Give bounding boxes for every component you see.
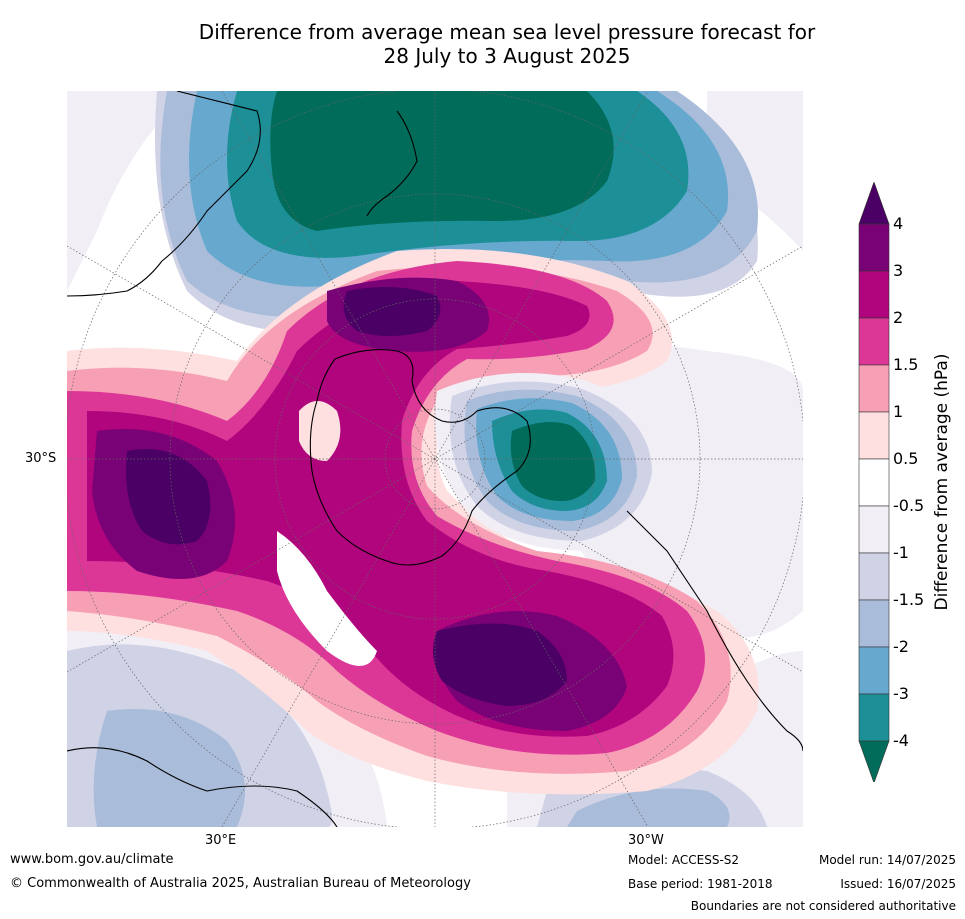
colorbar-segment [858,223,890,272]
colorbar-tick-label: -0.5 [893,496,925,515]
colorbar-tick-label: 1.5 [893,355,919,374]
colorbar-tick-label: -3 [893,684,909,703]
new-zealand-coast [366,110,418,217]
website-link[interactable]: www.bom.gov.au/climate [10,852,174,867]
africa-coast [67,747,338,827]
copyright-text: © Commonwealth of Australia 2025, Austra… [10,876,471,891]
colorbar-tick-label: -2 [893,637,909,656]
north-low-anomaly [160,91,759,317]
base-period-text: Base period: 1981-2018 [628,877,773,891]
central-light-pocket [299,401,341,461]
colorbar-tick-label: -1.5 [893,590,925,609]
australia-coast [67,91,261,297]
colorbar-segment [858,693,890,742]
colorbar-extend-bottom [858,740,890,782]
title-line-1: Difference from average mean sea level p… [198,20,816,44]
chart-title: Difference from average mean sea level p… [0,20,965,68]
colorbar-tick-label: 3 [893,261,904,280]
colorbar-segment [858,458,890,507]
colorbar-extend-top [858,182,890,225]
pressure-anomaly-map [67,91,803,827]
lon-30e-label: 30°E [205,833,237,848]
colorbar-tick-label: -1 [893,543,909,562]
colorbar-segment [858,317,890,366]
model-text: Model: ACCESS-S2 [628,853,740,867]
colorbar-tick-label: 2 [893,308,904,327]
colorbar-segment [858,552,890,601]
lat-30s-label: 30°S [25,451,57,466]
antarctica-coast [309,349,531,566]
colorbar-segment [858,599,890,648]
south-blue-patch [93,709,730,827]
south-white-pocket [277,531,377,666]
lon-30w-label: 30°W [628,833,664,848]
colorbar-title: Difference from average (hPa) [932,353,952,611]
colorbar-tick-label: -4 [893,731,909,750]
east-low-anomaly [435,373,667,551]
positive-anomaly-band [67,249,759,795]
colorbar-segment [858,270,890,319]
colorbar-tick-label: 1 [893,402,904,421]
model-run-text: Model run: 14/07/2025 [818,853,956,867]
colorbar-segment [858,364,890,413]
issued-text: Issued: 16/07/2025 [840,877,956,891]
graticule [67,91,803,827]
colorbar-segment [858,646,890,695]
colorbar-tick-label: 0.5 [893,449,919,468]
map-svg [67,91,803,827]
disclaimer-text: Boundaries are not considered authoritat… [690,899,956,913]
coastlines [67,91,803,827]
south-america-coast [626,510,803,752]
colorbar-segment [858,505,890,554]
colorbar-tick-label: 4 [893,214,904,233]
colorbar [858,182,890,782]
colorbar-segment [858,411,890,460]
title-line-2: 28 July to 3 August 2025 [383,44,631,68]
